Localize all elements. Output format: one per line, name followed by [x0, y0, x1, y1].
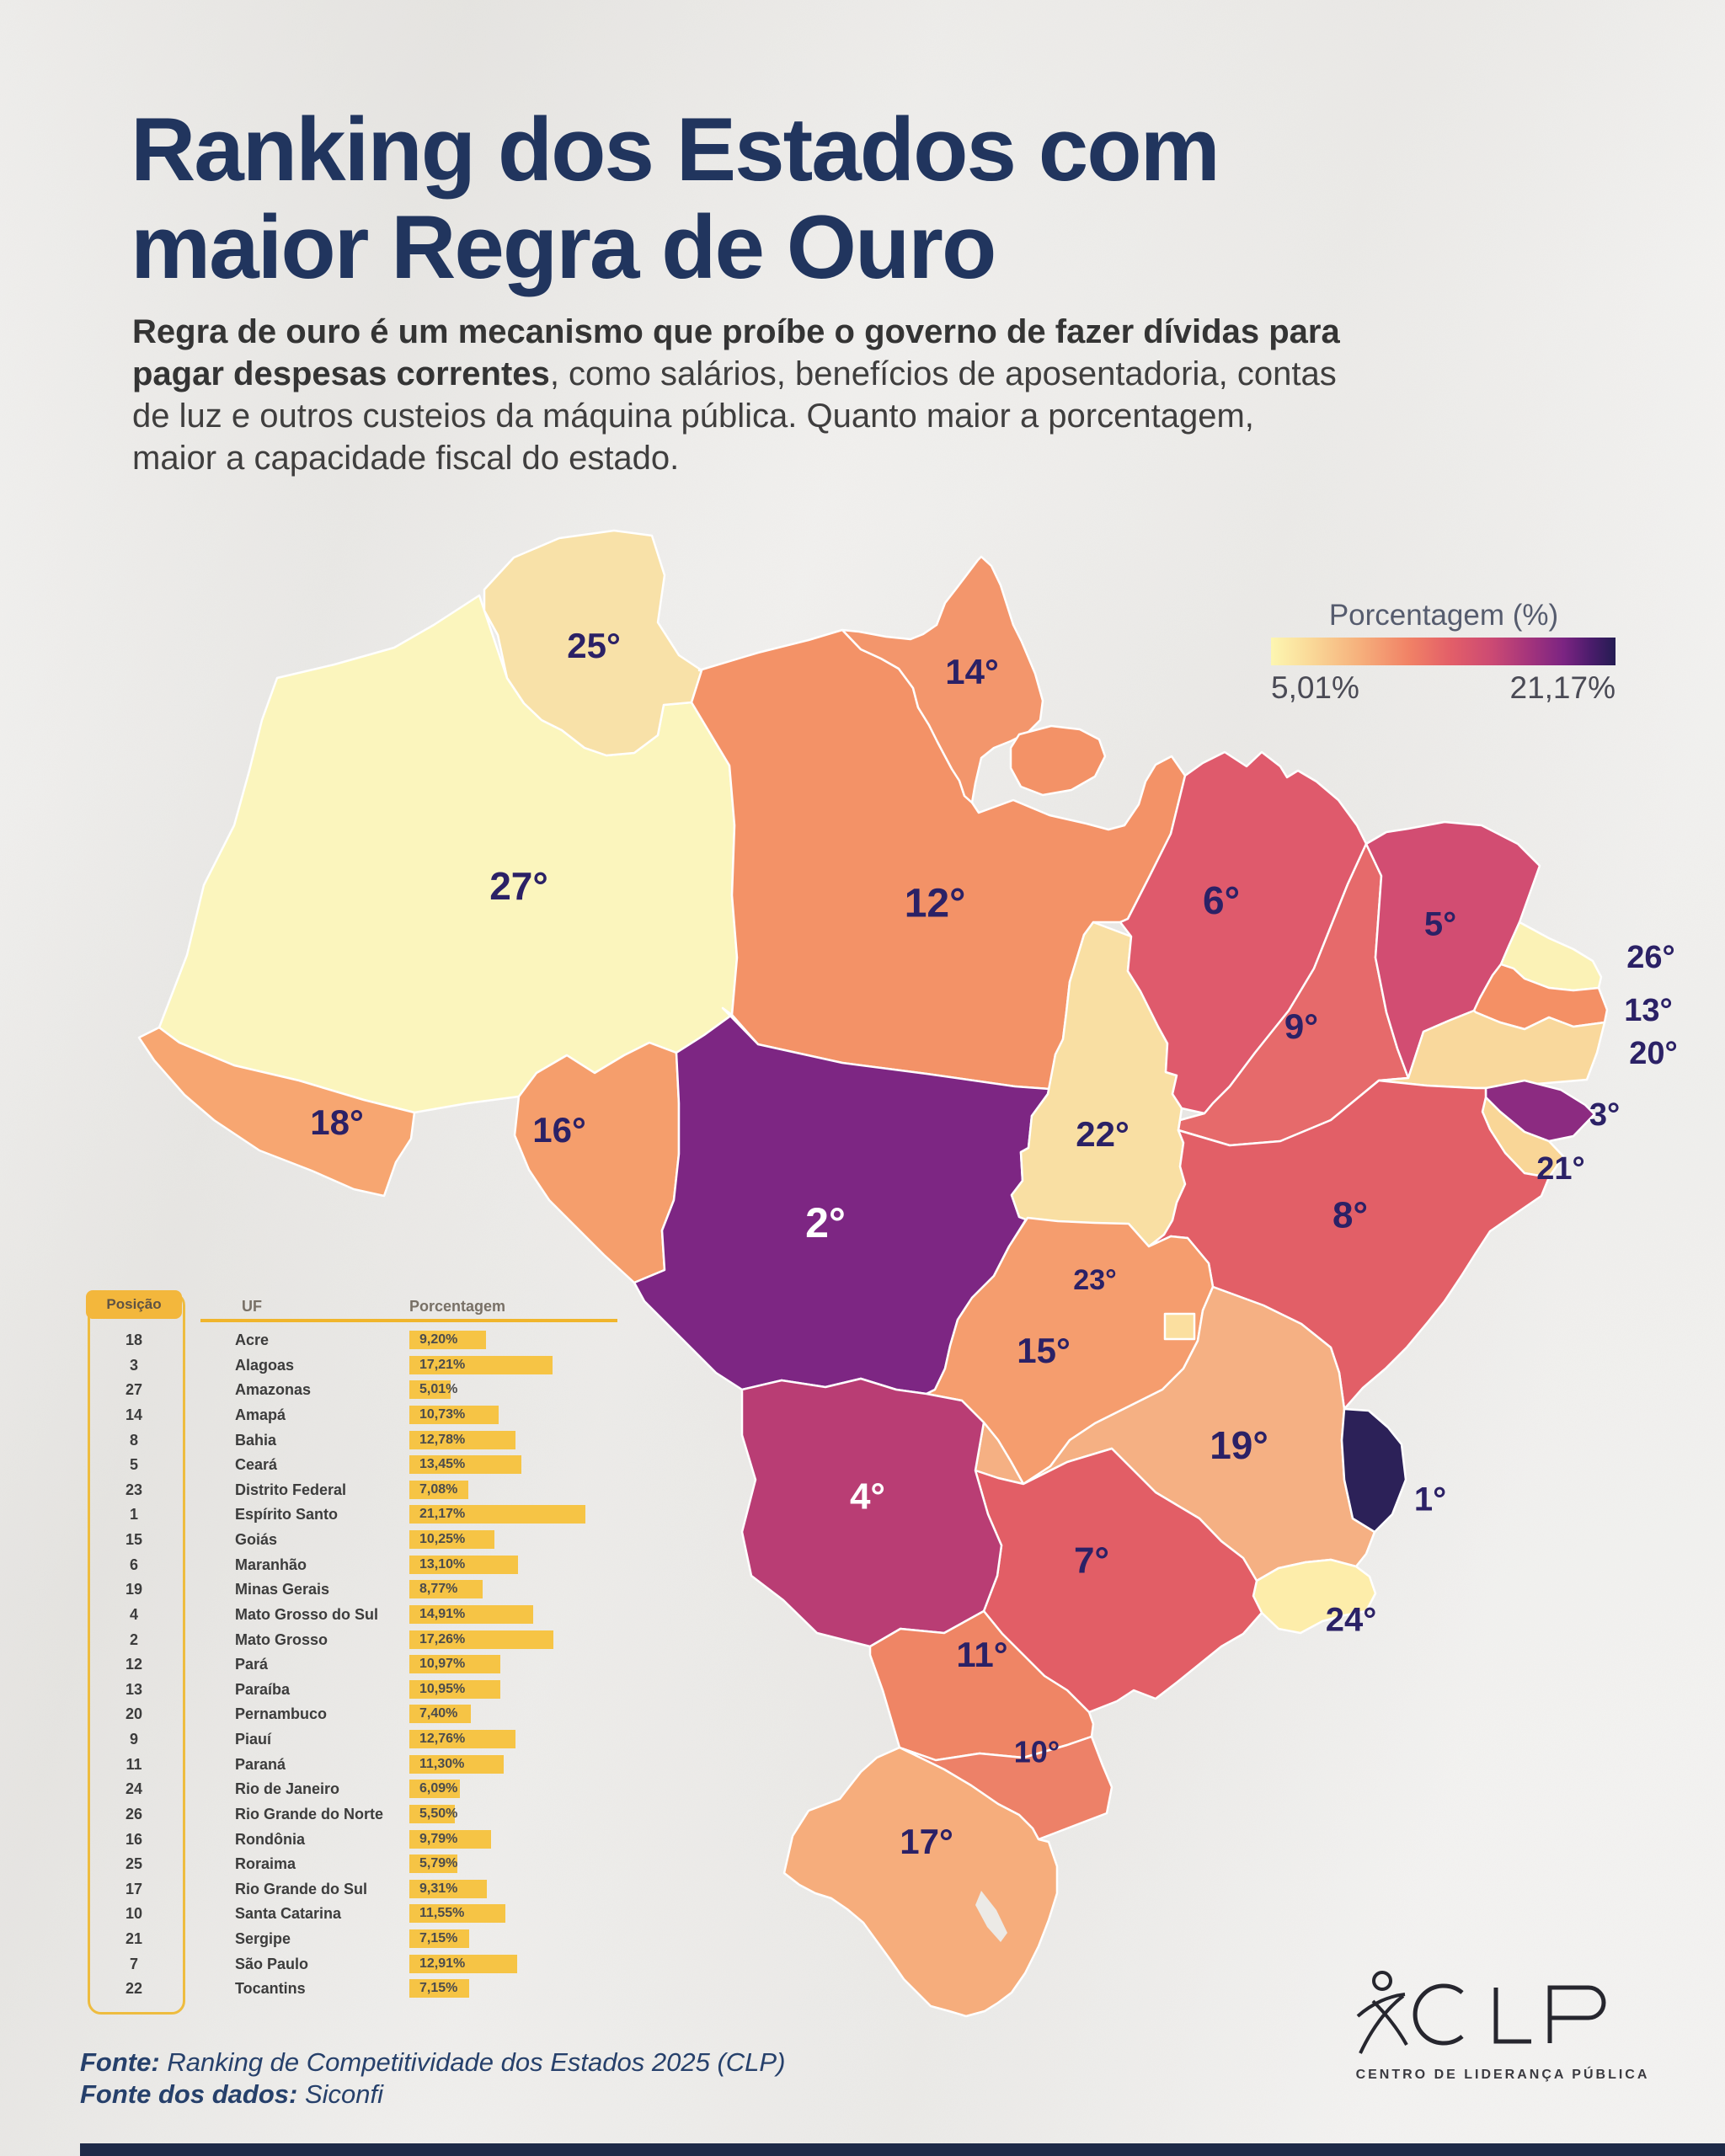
svg-text:21°: 21° [1536, 1151, 1584, 1187]
svg-text:15°: 15° [1017, 1331, 1071, 1370]
svg-text:23°: 23° [1073, 1264, 1116, 1296]
svg-text:7°: 7° [1074, 1540, 1109, 1582]
svg-text:27°: 27° [489, 864, 548, 908]
svg-text:11°: 11° [956, 1635, 1007, 1674]
svg-text:8°: 8° [1332, 1195, 1368, 1236]
svg-text:20°: 20° [1629, 1036, 1677, 1071]
svg-text:9°: 9° [1284, 1006, 1318, 1046]
svg-text:4°: 4° [850, 1476, 885, 1518]
svg-text:14°: 14° [945, 652, 999, 691]
svg-text:3°: 3° [1589, 1097, 1620, 1133]
svg-text:25°: 25° [567, 626, 621, 665]
svg-text:19°: 19° [1210, 1423, 1268, 1467]
svg-text:13°: 13° [1624, 993, 1672, 1028]
svg-text:12°: 12° [905, 882, 966, 926]
svg-text:2°: 2° [805, 1199, 846, 1246]
svg-text:1°: 1° [1414, 1481, 1446, 1518]
svg-text:26°: 26° [1626, 940, 1674, 975]
svg-text:5°: 5° [1424, 906, 1456, 943]
svg-text:6°: 6° [1203, 878, 1240, 922]
svg-text:18°: 18° [310, 1102, 364, 1142]
svg-text:17°: 17° [900, 1822, 953, 1861]
svg-text:10°: 10° [1014, 1735, 1060, 1769]
svg-text:22°: 22° [1076, 1114, 1130, 1154]
svg-text:16°: 16° [532, 1110, 586, 1150]
svg-text:24°: 24° [1326, 1602, 1377, 1639]
